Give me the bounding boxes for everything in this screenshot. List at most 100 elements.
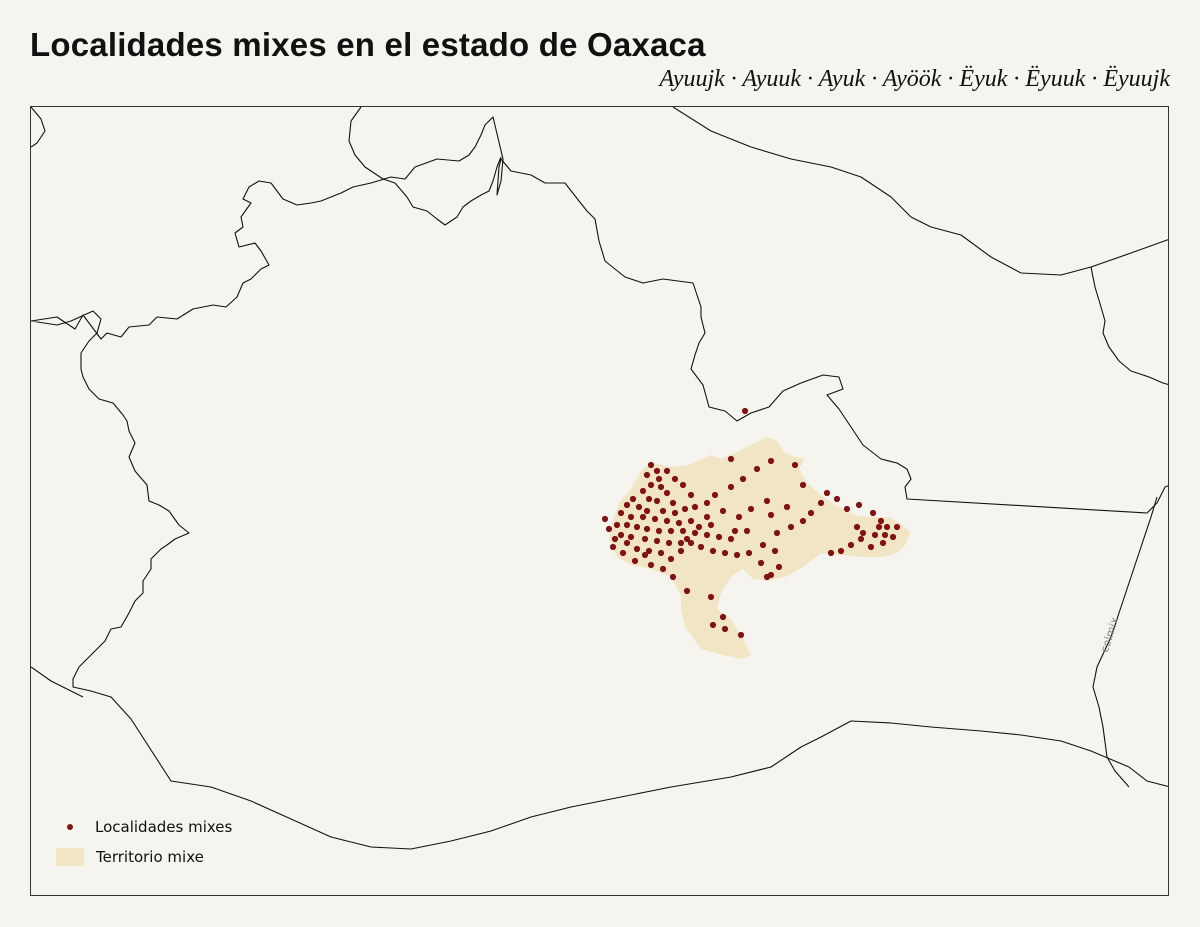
locality-point (757, 559, 765, 567)
locality-point (613, 521, 621, 529)
locality-point (631, 557, 639, 565)
locality-point (827, 549, 835, 557)
locality-point (707, 521, 715, 529)
locality-point (677, 547, 685, 555)
locality-point (775, 563, 783, 571)
oaxaca-state-border (31, 116, 1168, 850)
locality-point (657, 483, 665, 491)
map-subtitle: Ayuujk · Ayuuk · Ayuk · Ayöök · Ëyuk · Ë… (659, 66, 1171, 92)
locality-point (843, 505, 851, 513)
territory-swatch-icon (56, 848, 84, 866)
veracruz-border (672, 107, 1168, 276)
locality-point (669, 499, 677, 507)
locality-point (663, 517, 671, 525)
locality-point (735, 513, 743, 521)
locality-point (883, 523, 891, 531)
locality-point (741, 407, 749, 415)
oaxaca-map (31, 107, 1168, 850)
locality-point (657, 549, 665, 557)
locality-point (635, 503, 643, 511)
locality-point (703, 531, 711, 539)
locality-point (647, 481, 655, 489)
locality-point (759, 541, 767, 549)
locality-point (727, 455, 735, 463)
locality-point (643, 507, 651, 515)
locality-point (753, 465, 761, 473)
map-frame (30, 106, 1169, 896)
locality-point (721, 625, 729, 633)
locality-point (837, 547, 845, 555)
locality-point (783, 503, 791, 511)
locality-point (767, 457, 775, 465)
locality-point (655, 475, 663, 483)
locality-point (683, 535, 691, 543)
locality-point (867, 543, 875, 551)
locality-point (767, 511, 775, 519)
locality-point (763, 497, 771, 505)
locality-point (833, 495, 841, 503)
locality-point (651, 515, 659, 523)
locality-point (643, 525, 651, 533)
locality-point (787, 523, 795, 531)
puebla-veracruz-border (348, 107, 502, 226)
locality-point (687, 539, 695, 547)
locality-point (691, 503, 699, 511)
locality-point (627, 533, 635, 541)
locality-point (679, 527, 687, 535)
locality-point (739, 475, 747, 483)
locality-point (633, 545, 641, 553)
territory-shape (609, 437, 911, 659)
locality-point (889, 533, 897, 541)
locality-point (763, 573, 771, 581)
locality-point (619, 549, 627, 557)
locality-point (611, 535, 619, 543)
locality-point (653, 497, 661, 505)
locality-point (691, 529, 699, 537)
locality-point (669, 573, 677, 581)
locality-point (847, 541, 855, 549)
locality-point (647, 461, 655, 469)
locality-point (623, 539, 631, 547)
locality-point (721, 549, 729, 557)
locality-point (667, 527, 675, 535)
locality-point (667, 555, 675, 563)
locality-point (791, 461, 799, 469)
locality-point (715, 533, 723, 541)
locality-point (609, 543, 617, 551)
locality-point (605, 525, 613, 533)
locality-point (817, 499, 825, 507)
locality-point (875, 523, 883, 531)
locality-point (665, 539, 673, 547)
locality-point (877, 517, 885, 525)
locality-point (871, 531, 879, 539)
locality-point (731, 527, 739, 535)
locality-point (645, 495, 653, 503)
guerrero-border (31, 107, 46, 148)
locality-point (857, 535, 865, 543)
locality-point (799, 517, 807, 525)
locality-point (799, 481, 807, 489)
locality-point (773, 529, 781, 537)
locality-point (709, 547, 717, 555)
locality-point (671, 475, 679, 483)
locality-point (639, 513, 647, 521)
locality-point (671, 509, 679, 517)
locality-point (653, 537, 661, 545)
locality-point (707, 593, 715, 601)
locality-point (645, 547, 653, 555)
chiapas-border (1090, 266, 1168, 386)
locality-point (869, 509, 877, 517)
locality-point (747, 505, 755, 513)
locality-point (733, 551, 741, 559)
locality-point (687, 517, 695, 525)
locality-point (745, 549, 753, 557)
locality-point (881, 531, 889, 539)
locality-point (677, 539, 685, 547)
locality-point (623, 521, 631, 529)
locality-point (647, 561, 655, 569)
locality-point (711, 491, 719, 499)
legend-item-localidades: Localidades mixes (56, 812, 232, 842)
locality-point (683, 587, 691, 595)
map-legend: Localidades mixes Territorio mixe (56, 812, 232, 872)
locality-point (893, 523, 901, 531)
